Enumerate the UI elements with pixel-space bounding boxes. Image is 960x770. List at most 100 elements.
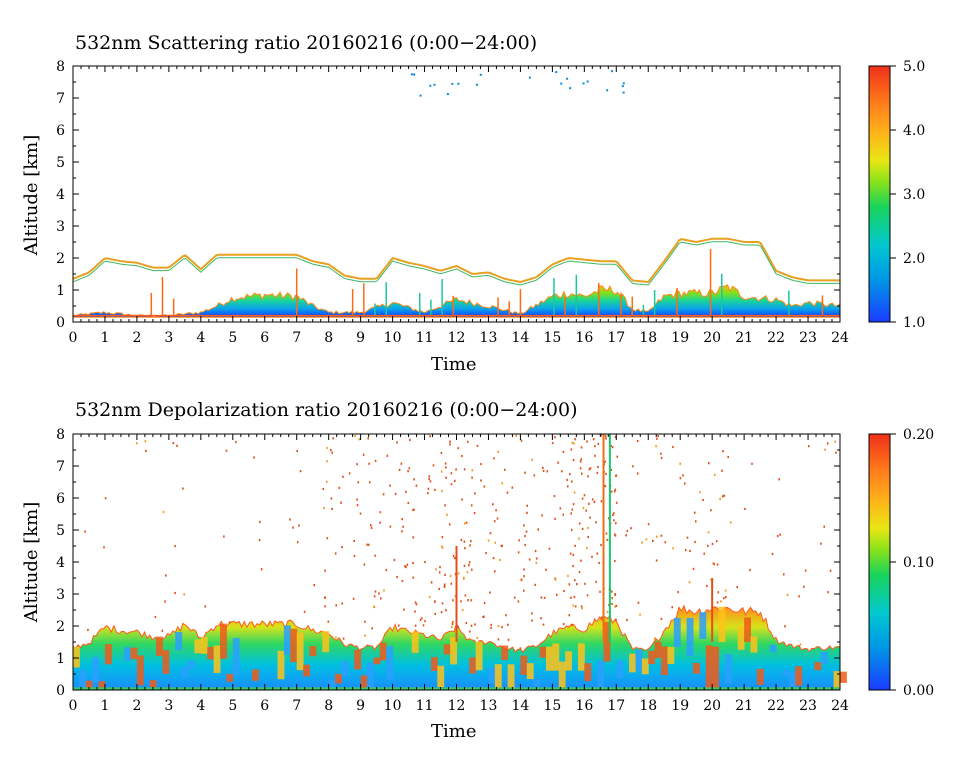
noise-speck (471, 476, 473, 479)
noise-speck (501, 544, 503, 547)
noise-speck (450, 483, 453, 486)
noise-speck (517, 600, 520, 603)
cloud-speck (429, 84, 432, 87)
x-tick-label: 16 (575, 698, 593, 714)
noise-speck (524, 471, 526, 474)
noise-speck (490, 626, 492, 630)
cloud-speck (622, 82, 625, 85)
noise-speck (596, 471, 599, 474)
noise-speck (655, 535, 658, 538)
noise-speck (611, 597, 613, 600)
noise-speck (386, 454, 389, 457)
depol-patch (648, 650, 656, 665)
noise-speck (615, 618, 617, 621)
noise-speck (610, 490, 613, 493)
noise-speck (722, 450, 724, 453)
cloud-speck (611, 70, 614, 73)
depol-patch (833, 671, 841, 688)
noise-speck (334, 552, 337, 555)
noise-speck (513, 596, 516, 599)
depol-patch (520, 655, 528, 675)
x-tick-label: 12 (448, 330, 466, 346)
depol-patch (124, 647, 132, 662)
colorbar-ticks: 1.0 2.0 3.0 4.0 5.0 (890, 59, 925, 331)
depol-patch (597, 660, 605, 689)
noise-speck (335, 636, 337, 639)
noise-speck (715, 540, 718, 543)
depol-patch (577, 643, 585, 671)
noise-speck (467, 599, 469, 602)
noise-speck (449, 443, 451, 446)
noise-speck (313, 584, 315, 587)
noise-speck (723, 597, 725, 600)
x-tick-label: 22 (767, 330, 785, 346)
depol-patch (437, 665, 445, 688)
noise-speck (744, 507, 746, 510)
noise-speck (182, 487, 184, 490)
noise-speck (298, 524, 300, 527)
x-tick-label: 10 (384, 330, 402, 346)
noise-speck (562, 623, 565, 626)
depol-patch (584, 663, 592, 682)
noise-speck (430, 581, 433, 584)
noise-speck (380, 597, 382, 600)
x-tick-label: 6 (260, 698, 269, 714)
depol-patch (232, 637, 240, 676)
noise-speck (636, 439, 639, 443)
noise-speck (415, 603, 418, 606)
noise-speck (461, 609, 464, 612)
noise-speck (571, 624, 573, 627)
noise-speck (615, 501, 618, 504)
noise-speck (569, 473, 571, 476)
noise-speck (467, 440, 469, 443)
noise-speck (580, 446, 583, 449)
noise-speck (611, 590, 613, 593)
noise-speck (784, 625, 786, 628)
noise-speck (567, 485, 569, 488)
noise-speck (594, 445, 596, 448)
noise-speck (520, 439, 523, 442)
noise-speck (720, 600, 722, 603)
y-tick-label: 5 (56, 155, 65, 171)
x-tick-label: 12 (448, 698, 466, 714)
depol-patch (379, 642, 387, 661)
noise-speck (506, 491, 509, 494)
noise-speck (660, 457, 663, 460)
noise-speck (368, 462, 370, 465)
noise-speck (526, 511, 528, 514)
noise-speck (594, 454, 596, 457)
x-tick-label: 14 (512, 698, 530, 714)
noise-speck (340, 501, 342, 504)
depol-patch (494, 664, 502, 689)
noise-speck (403, 608, 405, 611)
noise-speck (591, 498, 594, 501)
noise-speck (378, 592, 380, 595)
depol-patch (654, 641, 662, 659)
noise-speck (725, 596, 727, 599)
noise-speck (389, 525, 392, 528)
cloud-speck (433, 83, 436, 86)
noise-speck (799, 643, 802, 646)
depol-patch (533, 679, 541, 687)
noise-speck (574, 579, 576, 582)
noise-speck (707, 544, 709, 547)
cloud-speck (475, 83, 478, 86)
noise-speck (778, 478, 780, 481)
noise-speck (165, 574, 167, 577)
x-tick-label: 5 (228, 698, 237, 714)
noise-speck (706, 584, 708, 588)
x-tick-label: 23 (799, 698, 817, 714)
depol-patch (616, 660, 624, 679)
noise-speck (572, 553, 575, 556)
noise-speck (494, 570, 496, 573)
noise-speck (373, 605, 375, 608)
y-tick-label: 0 (56, 683, 65, 699)
noise-speck (702, 498, 704, 502)
noise-speck (588, 502, 590, 505)
noise-speck (610, 468, 612, 471)
depol-patch (782, 669, 790, 677)
noise-speck (412, 508, 414, 512)
x-tick-label: 14 (512, 330, 530, 346)
noise-speck (446, 513, 448, 516)
noise-speck (591, 555, 593, 558)
